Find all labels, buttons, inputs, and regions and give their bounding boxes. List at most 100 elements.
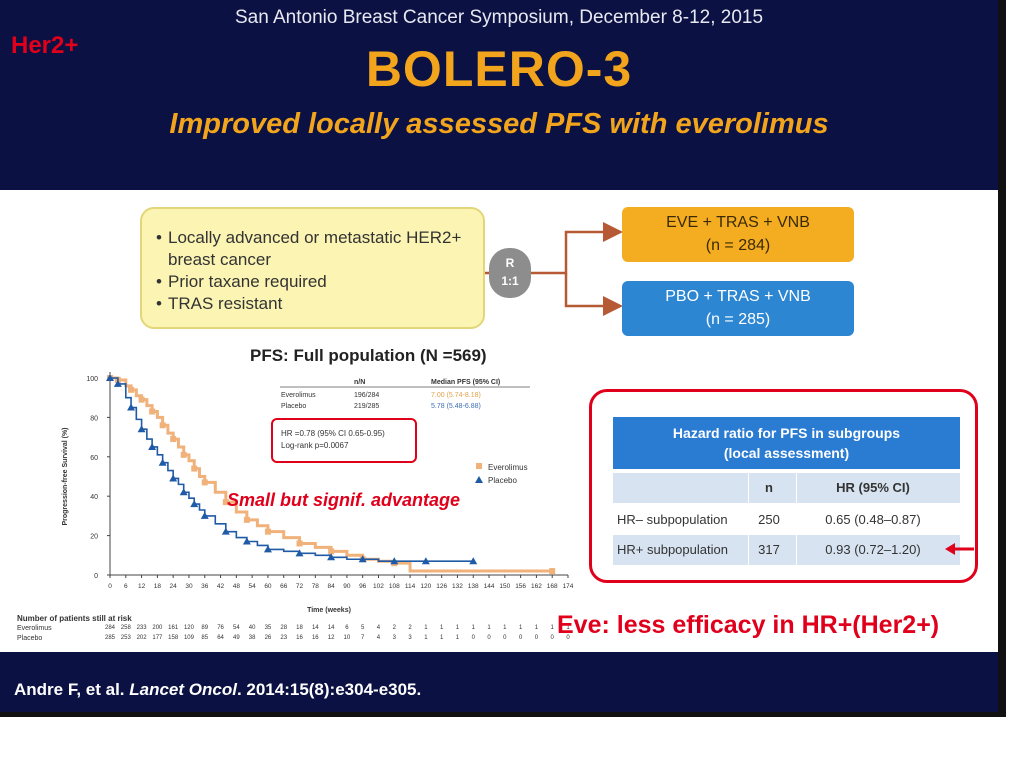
risk-cell: 1	[534, 625, 539, 631]
y-tick-label: 40	[90, 494, 98, 501]
risk-cell: 1	[424, 635, 428, 641]
frame-bottom-edge	[0, 712, 1006, 717]
risk-row-label: Placebo	[17, 635, 43, 642]
randomization-arrows	[485, 222, 623, 316]
y-tick-label: 100	[86, 376, 98, 383]
legend-label: Everolimus	[488, 463, 528, 472]
y-tick-label: 80	[90, 415, 98, 422]
risk-cell: 7	[361, 635, 365, 641]
risk-cell: 4	[376, 635, 381, 641]
x-tick-label: 120	[420, 583, 431, 590]
risk-cell: 64	[217, 635, 224, 641]
x-tick-label: 132	[452, 583, 463, 590]
risk-cell: 1	[518, 625, 523, 631]
censor-mark-everolimus	[201, 479, 208, 486]
x-tick-label: 72	[296, 583, 304, 590]
everolimus-arm-box: EVE + TRAS + VNB (n = 284)	[622, 207, 854, 262]
randomization-ratio: 1:1	[501, 274, 519, 288]
subgroup-row: HR+ subpopulation 317 0.93 (0.72–1.20)	[613, 535, 960, 565]
censor-mark-everolimus	[264, 528, 271, 535]
risk-cell: 18	[296, 625, 303, 631]
footer-banner	[0, 652, 998, 712]
censor-mark-everolimus	[159, 422, 166, 429]
risk-cell: 0	[503, 635, 507, 641]
risk-cell: 1	[455, 625, 460, 631]
risk-cell: 1	[550, 625, 554, 631]
subgroup-highlight-box	[589, 389, 978, 583]
citation: Andre F, et al. Lancet Oncol. 2014:15(8)…	[14, 680, 421, 700]
censor-mark-placebo	[327, 553, 336, 561]
censor-mark-placebo	[295, 549, 304, 557]
censor-mark-placebo	[148, 442, 157, 450]
criterion-item: TRAS resistant	[156, 293, 473, 315]
risk-cell: 16	[311, 635, 319, 641]
arm-eve-regimen: EVE + TRAS + VNB	[666, 214, 810, 231]
subgroup-table-title: Hazard ratio for PFS in subgroups (local…	[613, 417, 960, 469]
risk-cell: 109	[183, 635, 194, 641]
citation-authors: Andre F, et al.	[14, 680, 130, 699]
censor-mark-placebo	[358, 555, 367, 563]
x-axis-label: Time (weeks)	[307, 607, 351, 614]
risk-cell: 1	[566, 625, 570, 631]
risk-cell: 1	[424, 625, 428, 631]
x-tick-label: 126	[436, 583, 447, 590]
censor-mark-placebo	[137, 425, 146, 433]
subgroup-n: 317	[758, 542, 780, 557]
x-tick-label: 150	[499, 583, 510, 590]
risk-cell: 0	[518, 635, 523, 641]
risk-cell: 0	[566, 635, 570, 641]
hr-highlight-box	[271, 418, 417, 463]
risk-cell: 202	[136, 635, 147, 641]
risk-cell: 5	[361, 625, 365, 631]
censor-mark-everolimus	[191, 465, 198, 472]
censor-mark-placebo	[263, 545, 272, 553]
subgroup-row: HR– subpopulation 250 0.65 (0.48–0.87)	[613, 505, 960, 535]
risk-cell: 14	[311, 625, 319, 631]
censor-mark-everolimus	[296, 540, 303, 547]
risk-cell: 120	[183, 625, 194, 631]
x-tick-label: 66	[280, 583, 288, 590]
km-table-cell: 7.00 (5.74-8.18)	[431, 392, 481, 399]
x-tick-label: 0	[108, 583, 112, 590]
censor-mark-placebo	[421, 557, 430, 565]
arrow-to-eve-arm	[531, 222, 623, 275]
signif-annotation: Small but signif. advantage	[227, 490, 461, 510]
x-tick-label: 42	[217, 583, 225, 590]
censor-mark-placebo	[113, 379, 122, 387]
censor-mark-everolimus	[149, 408, 156, 415]
subgroup-header-n: n	[765, 480, 773, 495]
chart-title: PFS: Full population (N =569)	[250, 346, 487, 365]
subgroup-hr: 0.65 (0.48–0.87)	[825, 512, 921, 527]
risk-cell: 76	[217, 625, 224, 631]
km-table-cell: 196/284	[354, 392, 379, 399]
km-table-cell: Everolimus	[281, 392, 316, 399]
x-tick-label: 114	[405, 583, 416, 590]
risk-cell: 0	[534, 635, 539, 641]
risk-cell: 49	[233, 635, 240, 641]
risk-cell: 200	[152, 625, 163, 631]
x-tick-label: 84	[327, 583, 335, 590]
placebo-arm-box: PBO + TRAS + VNB (n = 285)	[622, 281, 854, 336]
subgroup-arrow	[945, 543, 974, 555]
header-banner	[0, 0, 998, 190]
censor-mark-everolimus	[222, 499, 229, 506]
x-tick-label: 162	[531, 583, 542, 590]
risk-cell: 26	[264, 635, 272, 641]
risk-cell: 258	[120, 625, 131, 631]
citation-journal: Lancet Oncol	[129, 680, 237, 699]
km-chart: 0 20 40 60 80 100 0 6 12 18 24 30 36 42 48 54 60 66 72 78 84…	[62, 372, 574, 614]
randomization-label: R	[505, 256, 515, 270]
risk-cell: 85	[201, 635, 209, 641]
eligibility-box: Locally advanced or metastatic HER2+ bre…	[140, 207, 485, 329]
risk-row-label: Everolimus	[17, 625, 52, 632]
risk-cell: 10	[343, 635, 351, 641]
x-tick-label: 48	[233, 583, 241, 590]
risk-cell: 0	[550, 635, 554, 641]
risk-cell: 54	[233, 625, 240, 631]
subgroup-divider	[748, 473, 749, 565]
censor-mark-everolimus	[243, 516, 250, 523]
km-table-header: n/N	[354, 379, 365, 386]
risk-cell: 0	[471, 635, 475, 641]
censor-mark-everolimus	[170, 436, 177, 443]
x-tick-label: 18	[154, 583, 162, 590]
